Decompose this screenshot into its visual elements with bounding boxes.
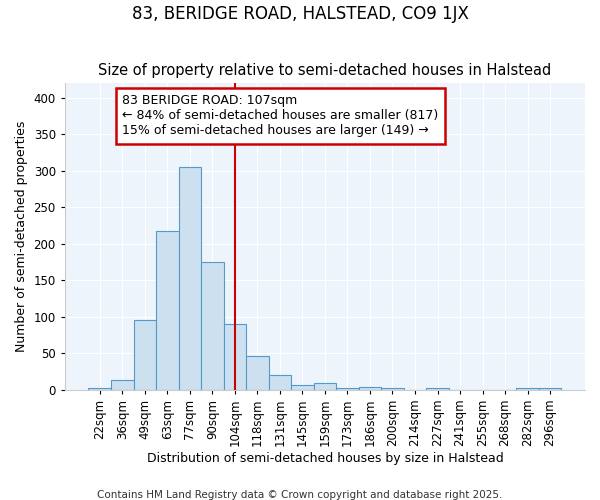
Bar	[314, 383, 336, 390]
Bar	[134, 320, 156, 390]
Bar	[88, 388, 111, 390]
Bar	[156, 232, 179, 390]
Y-axis label: Number of semi-detached properties: Number of semi-detached properties	[15, 121, 28, 352]
Text: Contains HM Land Registry data © Crown copyright and database right 2025.: Contains HM Land Registry data © Crown c…	[97, 490, 503, 500]
Bar	[269, 375, 291, 390]
Title: Size of property relative to semi-detached houses in Halstead: Size of property relative to semi-detach…	[98, 63, 551, 78]
Bar	[539, 388, 562, 390]
X-axis label: Distribution of semi-detached houses by size in Halstead: Distribution of semi-detached houses by …	[146, 452, 503, 465]
Bar	[517, 388, 539, 390]
Bar	[224, 324, 246, 390]
Bar	[359, 387, 381, 390]
Bar	[246, 356, 269, 390]
Bar	[426, 388, 449, 390]
Bar	[291, 386, 314, 390]
Bar	[381, 388, 404, 390]
Text: 83 BERIDGE ROAD: 107sqm
← 84% of semi-detached houses are smaller (817)
15% of s: 83 BERIDGE ROAD: 107sqm ← 84% of semi-de…	[122, 94, 439, 138]
Text: 83, BERIDGE ROAD, HALSTEAD, CO9 1JX: 83, BERIDGE ROAD, HALSTEAD, CO9 1JX	[131, 5, 469, 23]
Bar	[336, 388, 359, 390]
Bar	[201, 262, 224, 390]
Bar	[179, 167, 201, 390]
Bar	[111, 380, 134, 390]
